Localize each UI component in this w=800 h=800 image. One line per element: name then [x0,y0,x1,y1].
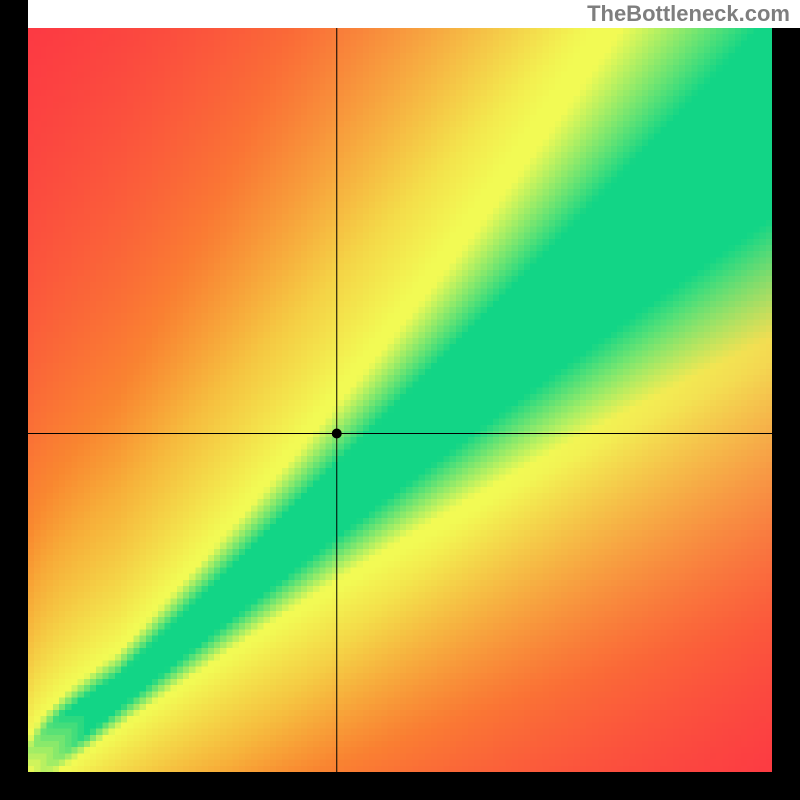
chart-container: TheBottleneck.com [0,0,800,800]
heatmap-canvas [28,28,772,772]
watermark-text: TheBottleneck.com [587,1,790,26]
watermark-bar: TheBottleneck.com [28,0,800,28]
